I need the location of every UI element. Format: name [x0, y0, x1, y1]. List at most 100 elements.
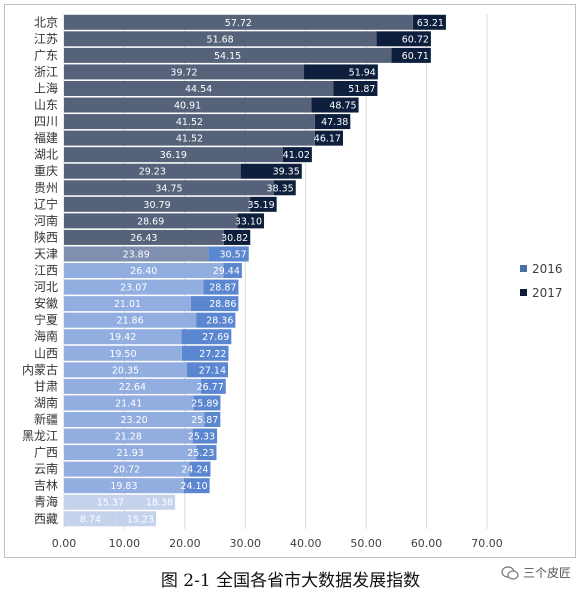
bar-2016 — [64, 395, 194, 411]
bar-2017 — [223, 229, 251, 245]
bar-2017 — [250, 196, 277, 212]
category-label: 福建 — [34, 130, 58, 145]
bar-2017 — [203, 279, 239, 295]
bar-2017 — [273, 180, 296, 196]
bar-2017 — [333, 80, 378, 96]
category-label: 广东 — [34, 48, 58, 62]
legend-label: 2017 — [532, 286, 563, 300]
value-label-2017: 27.22 — [199, 349, 226, 360]
value-label-2016: 19.42 — [109, 332, 136, 343]
x-tick-label: 10.00 — [109, 537, 141, 550]
category-label: 陕西 — [34, 229, 58, 244]
chart-frame: 57.72 63.21 51.68 60.72 54.15 60.71 39.72 51.94… — [4, 4, 576, 558]
category-labels: 北京江苏广东浙江上海山东四川福建湖北重庆贵州辽宁河南陕西天津江西河北安徽宁夏海南… — [22, 15, 58, 526]
bar-2016 — [64, 130, 315, 146]
value-label-2017: 18.38 — [146, 498, 173, 509]
value-label-2016: 30.79 — [143, 200, 170, 211]
value-label-2016: 8.74 — [80, 514, 101, 525]
bar-2017 — [391, 47, 431, 63]
bar-2016 — [64, 80, 334, 96]
bar-2016 — [64, 312, 197, 328]
bar-2016 — [64, 511, 117, 527]
legend-swatch — [520, 289, 527, 296]
value-label-2017: 47.38 — [321, 117, 348, 128]
legend-swatch — [520, 265, 527, 272]
category-label: 山西 — [34, 346, 58, 360]
value-label-2016: 21.28 — [115, 432, 142, 443]
bar-2016 — [64, 345, 182, 361]
bar-2017 — [237, 213, 265, 229]
value-label-2016: 41.52 — [176, 134, 203, 145]
category-label: 黑龙江 — [22, 429, 58, 443]
wechat-icon — [501, 565, 519, 580]
value-label-2017: 28.36 — [206, 316, 233, 327]
value-label-2016: 26.40 — [130, 266, 157, 277]
x-tick-label: 60.00 — [411, 537, 443, 550]
category-label: 辽宁 — [34, 196, 58, 211]
value-label-2016: 20.35 — [112, 365, 139, 376]
bar-2016 — [64, 279, 204, 295]
value-label-2016: 15.37 — [97, 498, 124, 509]
value-label-2017: 51.94 — [349, 67, 376, 78]
category-label: 湖北 — [34, 147, 58, 162]
category-label: 天津 — [34, 247, 58, 261]
category-label: 贵州 — [34, 181, 58, 195]
value-label-2017: 30.57 — [220, 249, 247, 260]
value-label-2016: 21.41 — [115, 398, 142, 409]
value-label-2017: 48.75 — [329, 101, 356, 112]
bar-2016 — [64, 478, 184, 494]
bar-2016 — [64, 180, 274, 196]
bar-2017 — [190, 296, 239, 312]
value-label-2016: 57.72 — [225, 18, 252, 29]
category-label: 北京 — [34, 15, 58, 29]
value-label-2016: 23.20 — [120, 415, 147, 426]
value-label-2016: 26.43 — [130, 233, 157, 244]
value-label-2017: 29.44 — [213, 266, 240, 277]
bar-2017 — [314, 130, 343, 146]
value-label-2016: 20.72 — [113, 465, 140, 476]
watermark: 三个皮匠 — [501, 564, 571, 581]
category-label: 新疆 — [34, 411, 58, 426]
category-label: 云南 — [34, 461, 58, 476]
category-label: 江苏 — [34, 32, 58, 46]
bar-2017 — [240, 163, 302, 179]
category-label: 四川 — [34, 115, 58, 129]
bar-2016 — [64, 31, 377, 47]
figure-caption: 图 2-1 全国各省市大数据发展指数 — [160, 571, 421, 591]
bar-2016 — [64, 263, 224, 279]
bar-2017 — [116, 511, 157, 527]
x-tick-label: 0.00 — [52, 537, 77, 550]
bar-2016 — [64, 97, 312, 113]
value-label-2016: 23.89 — [123, 249, 150, 260]
value-label-2017: 25.89 — [191, 398, 218, 409]
bar-2017 — [412, 14, 446, 30]
category-label: 青海 — [34, 494, 58, 509]
value-label-2017: 28.86 — [209, 299, 236, 310]
value-label-2016: 29.23 — [139, 167, 166, 178]
bar-2016 — [64, 378, 201, 394]
value-label-2017: 27.14 — [199, 365, 226, 376]
category-label: 湖南 — [34, 395, 58, 410]
bar-2017 — [196, 312, 236, 328]
value-label-2017: 60.72 — [402, 34, 429, 45]
x-tick-label: 20.00 — [169, 537, 201, 550]
x-tick-label: 40.00 — [290, 537, 322, 550]
value-label-2017: 35.19 — [247, 200, 274, 211]
bar-2017 — [156, 494, 176, 510]
value-label-2016: 41.52 — [176, 117, 203, 128]
bar-2017 — [208, 246, 249, 262]
bar-2017 — [189, 461, 211, 477]
bar-2017 — [183, 478, 210, 494]
value-label-2017: 25.87 — [191, 415, 218, 426]
watermark-text: 三个皮匠 — [522, 566, 571, 580]
value-label-2016: 21.01 — [114, 299, 141, 310]
bar-2016 — [64, 428, 193, 444]
bar-2017 — [376, 31, 431, 47]
value-label-2017: 41.02 — [283, 150, 310, 161]
bar-2016 — [64, 47, 392, 63]
category-label: 安徽 — [34, 296, 58, 311]
bar-2017 — [192, 428, 218, 444]
value-label-2017: 24.24 — [181, 465, 208, 476]
x-tick-label: 70.00 — [471, 537, 503, 550]
bar-2017 — [311, 97, 359, 113]
